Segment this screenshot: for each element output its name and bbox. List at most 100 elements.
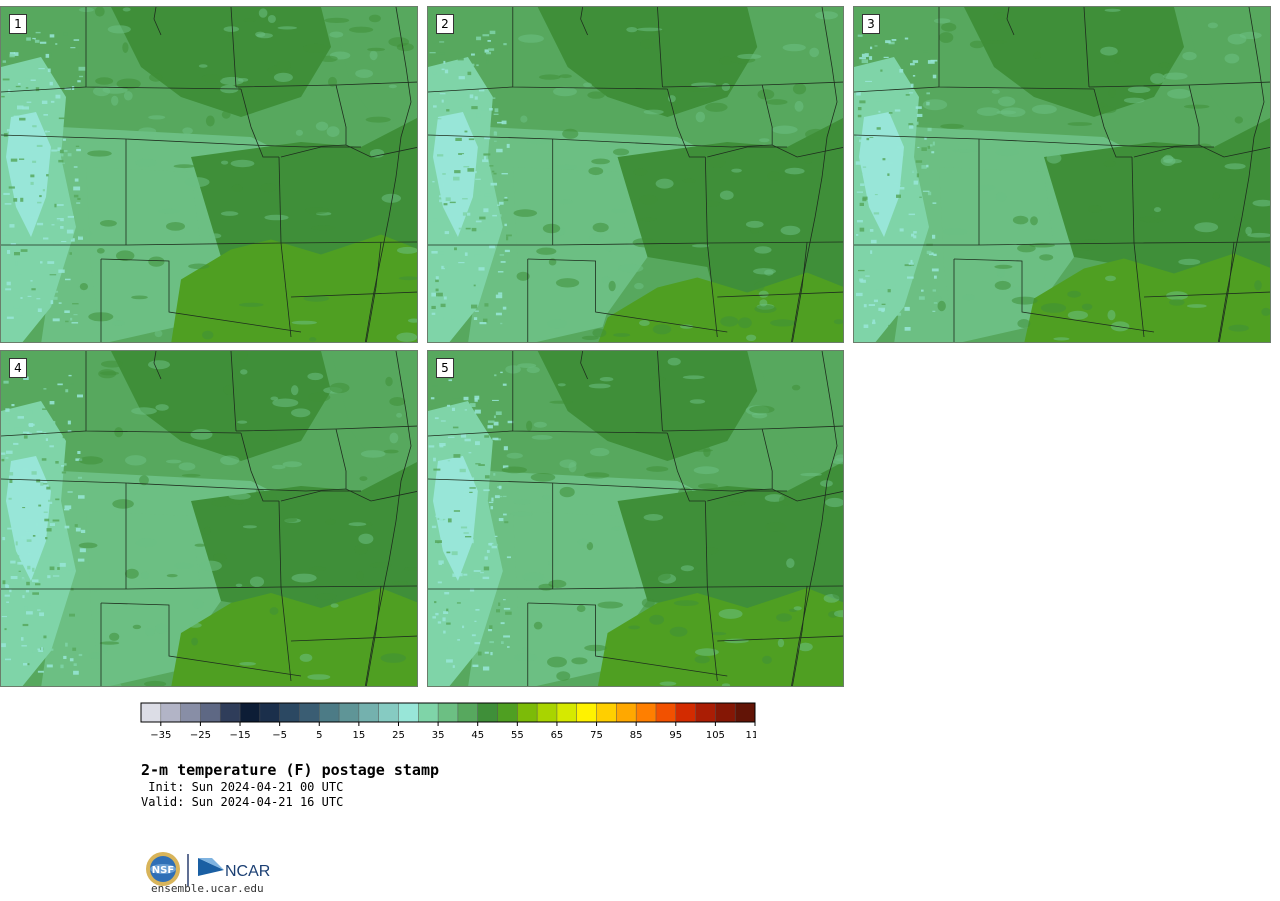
terrain-speckle (73, 663, 77, 666)
terrain-speckle (495, 294, 503, 299)
terrain-speckle (47, 575, 51, 579)
panel-number-label: 1 (9, 14, 27, 34)
terrain-speckle (879, 81, 882, 86)
terrain-speckle (442, 182, 445, 187)
field-blob (199, 560, 222, 572)
terrain-speckle (30, 174, 35, 178)
field-blob (202, 330, 214, 340)
terrain-speckle (56, 218, 64, 222)
terrain-speckle (55, 526, 58, 529)
terrain-speckle (924, 136, 927, 140)
terrain-speckle (44, 518, 50, 522)
terrain-speckle (860, 37, 867, 39)
terrain-speckle (439, 444, 444, 448)
field-blob (1039, 254, 1054, 261)
colorbar-tick-label: −35 (150, 730, 171, 741)
terrain-speckle (857, 220, 863, 223)
terrain-speckle (4, 594, 10, 597)
terrain-speckle (916, 173, 919, 178)
field-blob (1158, 62, 1171, 68)
terrain-speckle (6, 47, 10, 50)
terrain-speckle (469, 539, 474, 544)
terrain-speckle (868, 304, 875, 306)
field-blob (800, 472, 822, 477)
terrain-speckle (496, 609, 501, 613)
field-blob (771, 125, 798, 134)
terrain-speckle (484, 651, 489, 654)
terrain-speckle (77, 394, 83, 398)
terrain-speckle (74, 178, 79, 182)
terrain-speckle (64, 310, 70, 313)
field-blob (689, 399, 706, 404)
terrain-speckle (72, 647, 77, 651)
field-blob (1169, 298, 1185, 306)
field-blob (315, 121, 329, 131)
field-blob (200, 74, 223, 83)
terrain-speckle (492, 399, 499, 401)
terrain-speckle (434, 431, 440, 435)
field-blob (270, 396, 279, 401)
stamp-panel-4: 4 (0, 350, 418, 687)
high-terrain-region (6, 456, 51, 581)
terrain-speckle (451, 318, 455, 320)
terrain-speckle (474, 441, 480, 446)
field-blob (125, 455, 147, 466)
field-blob (765, 99, 788, 105)
terrain-speckle (900, 76, 904, 80)
terrain-speckle (65, 642, 68, 647)
colorbar-swatch (497, 703, 518, 722)
field-blob (188, 263, 210, 270)
terrain-speckle (46, 486, 51, 490)
field-blob (711, 632, 727, 636)
terrain-speckle (900, 152, 904, 157)
terrain-speckle (39, 195, 42, 198)
field-blob (922, 99, 948, 111)
terrain-speckle (2, 420, 10, 424)
terrain-speckle (856, 292, 863, 297)
colorbar-swatch (240, 703, 261, 722)
field-blob (78, 542, 98, 549)
terrain-speckle (482, 34, 490, 37)
state-border (953, 258, 1155, 333)
field-blob (599, 377, 614, 382)
field-blob (319, 55, 338, 62)
northeast-region (757, 7, 843, 127)
colorbar-swatch (339, 703, 360, 722)
terrain-speckle (870, 239, 877, 244)
terrain-speckle (52, 296, 58, 300)
state-border (667, 88, 706, 158)
field-blob (178, 462, 196, 471)
state-border (290, 635, 417, 642)
terrain-speckle (931, 151, 935, 154)
terrain-speckle (480, 230, 487, 234)
terrain-speckle (25, 589, 30, 593)
terrain-speckle (1, 452, 6, 455)
field-blob (249, 576, 265, 588)
panel-number-label: 2 (436, 14, 454, 34)
field-blob (940, 123, 964, 129)
terrain-speckle (444, 592, 450, 595)
terrain-speckle (49, 274, 57, 276)
terrain-speckle (493, 113, 499, 115)
terrain-speckle (443, 630, 446, 634)
terrain-speckle (78, 653, 83, 657)
terrain-speckle (493, 131, 498, 136)
terrain-speckle (77, 476, 82, 479)
terrain-speckle (76, 202, 81, 204)
state-border (280, 490, 361, 502)
terrain-speckle (493, 473, 496, 476)
field-blob (993, 12, 1008, 20)
terrain-speckle (912, 121, 919, 125)
terrain-speckle (13, 52, 19, 56)
field-blob (969, 40, 985, 49)
field-blob (101, 643, 109, 654)
terrain-speckle (64, 505, 72, 510)
colorbar-swatch (398, 703, 419, 722)
terrain-speckle (503, 199, 509, 202)
terrain-speckle (503, 599, 506, 601)
field-blob (680, 565, 694, 572)
terrain-speckle (887, 82, 893, 85)
terrain-speckle (484, 49, 490, 53)
terrain-speckle (60, 664, 64, 669)
terrain-speckle (462, 597, 469, 600)
